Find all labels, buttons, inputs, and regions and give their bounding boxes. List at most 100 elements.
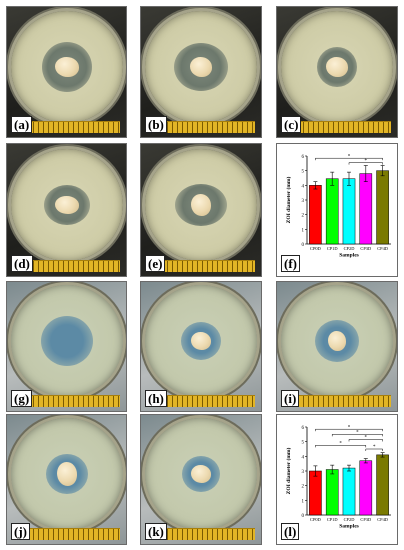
y-tick-label: 0 — [302, 243, 305, 248]
x-tick-label: CP3D — [360, 246, 371, 251]
sample-disc — [328, 331, 346, 352]
x-tick-label: CP1D — [327, 517, 338, 522]
panel-d: (d) — [6, 143, 127, 277]
y-axis-label: ZOI diameter (mm) — [285, 448, 292, 495]
panel-label: (i) — [281, 390, 300, 407]
bar-chart: 0 1 2 3 4 5 6 ZOI diameter (mm) CP0D CP1D CP2D CP3D… — [285, 425, 391, 530]
panel-l: 0 1 2 3 4 5 6 ZOI diameter (mm) CP0D CP1D CP2D CP3D… — [276, 414, 398, 545]
x-axis-label: Samples — [339, 524, 359, 530]
panel-label: (f) — [281, 255, 300, 272]
bar-cp0d — [309, 185, 322, 245]
sample-disc — [54, 56, 79, 77]
inhibition-zone — [40, 316, 93, 367]
petri-dish — [10, 285, 123, 398]
ruler — [147, 121, 255, 133]
panel-label: (d) — [11, 255, 33, 272]
y-tick-label: 2 — [302, 214, 305, 219]
significance-bracket — [315, 157, 383, 161]
panel-e: (e) — [140, 143, 262, 277]
panel-h: (h) — [140, 281, 262, 412]
panel-k: (k) — [140, 414, 262, 545]
y-tick-label: 3 — [302, 199, 305, 204]
significance-mark: * — [365, 436, 368, 441]
panel-label: (l) — [281, 523, 300, 540]
y-tick-label: 6 — [302, 426, 305, 431]
y-tick-label: 1 — [302, 228, 305, 233]
bar-chart: 0 1 2 3 4 5 6 ZOI diameter (mm) CP0D CP1D CP2D CP3D… — [285, 154, 391, 259]
bar-cp2d — [342, 467, 356, 516]
y-tick-label: 2 — [302, 485, 305, 490]
significance-mark: * — [373, 445, 376, 450]
bar-cp4d — [376, 170, 389, 245]
significance-mark: * — [348, 154, 351, 159]
y-axis-label: ZOI diameter (mm) — [285, 177, 292, 224]
ruler — [13, 260, 120, 272]
bar-cp3d — [359, 173, 373, 245]
significance-bracket — [315, 428, 383, 432]
y-tick-label: 5 — [302, 170, 305, 175]
y-tick-label: 6 — [302, 155, 305, 160]
ruler — [147, 528, 255, 540]
ruler — [147, 260, 255, 272]
bar-cp1d — [325, 469, 339, 516]
panel-label: (b) — [145, 116, 167, 133]
significance-mark: * — [365, 159, 368, 164]
significance-bracket — [348, 439, 383, 442]
panel-label: (c) — [281, 116, 302, 133]
bar-cp1d — [325, 178, 339, 245]
petri-dish — [281, 10, 393, 123]
x-tick-label: CP4D — [377, 246, 388, 251]
sample-disc — [326, 56, 348, 77]
sample-disc — [190, 56, 212, 77]
ruler — [13, 395, 120, 407]
panel-g: (g) — [6, 281, 127, 412]
panel-c: (c) — [276, 6, 398, 138]
significance-bracket — [348, 162, 383, 165]
petri-dish — [145, 285, 257, 398]
x-tick-label: CP0D — [310, 517, 321, 522]
petri-dish — [145, 148, 257, 261]
panel-label: (j) — [11, 523, 30, 540]
panel-i: (i) — [276, 281, 398, 412]
significance-bracket — [331, 434, 383, 437]
x-tick-label: CP1D — [327, 246, 338, 251]
panel-j: (j) — [6, 414, 127, 545]
y-tick-label: 5 — [302, 441, 305, 446]
significance-bracket — [365, 448, 383, 451]
significance-bracket — [315, 445, 367, 448]
y-tick-label: 3 — [302, 470, 305, 475]
sample-disc — [191, 465, 211, 484]
panel-label: (h) — [145, 390, 167, 407]
y-tick-label: 4 — [302, 184, 305, 189]
panel-label: (a) — [11, 116, 33, 133]
panel-f: 0 1 2 3 4 5 6 ZOI diameter (mm) CP0D CP1D CP2D CP3D… — [276, 143, 398, 277]
significance-mark: * — [339, 442, 342, 447]
bar-cp4d — [376, 454, 389, 516]
x-tick-label: CP2D — [344, 246, 355, 251]
y-tick-label: 0 — [302, 514, 305, 519]
x-tick-label: CP3D — [360, 517, 371, 522]
bar-cp2d — [342, 178, 356, 245]
ruler — [283, 121, 391, 133]
ruler — [13, 528, 120, 540]
x-axis-label: Samples — [339, 253, 359, 259]
bar-cp0d — [309, 470, 322, 516]
sample-disc — [191, 332, 211, 351]
x-tick-label: CP2D — [344, 517, 355, 522]
panel-a: (a) — [6, 6, 127, 138]
panel-b: (b) — [140, 6, 262, 138]
petri-dish — [145, 10, 257, 123]
x-tick-label: CP0D — [310, 246, 321, 251]
ruler — [283, 395, 391, 407]
panel-label: (e) — [145, 255, 166, 272]
sample-disc — [191, 193, 211, 216]
ruler — [13, 121, 120, 133]
petri-dish — [10, 10, 123, 123]
sample-disc — [54, 195, 79, 214]
panel-label: (k) — [145, 523, 167, 540]
petri-dish — [281, 285, 393, 398]
significance-mark: * — [348, 425, 351, 430]
petri-dish — [10, 148, 123, 261]
x-tick-label: CP4D — [377, 517, 388, 522]
